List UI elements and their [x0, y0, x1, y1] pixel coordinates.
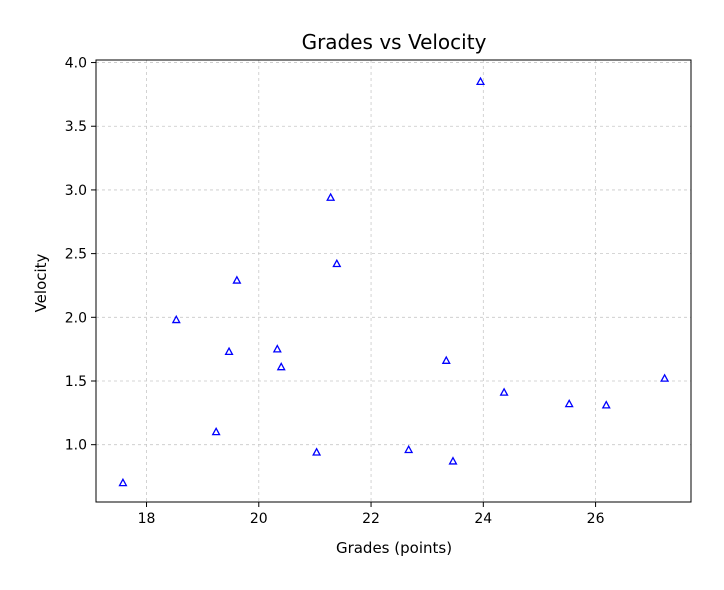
x-tick-label: 26 [587, 511, 605, 527]
y-axis-ticks: 1.0 1.5 2.0 2.5 3.0 3.5 4.0 [65, 56, 96, 454]
y-tick-label: 1.0 [65, 438, 87, 454]
data-point [499, 387, 509, 396]
data-point [601, 400, 611, 409]
x-axis-ticks: 18 20 22 24 26 [138, 502, 605, 527]
data-point [475, 76, 486, 86]
data-point [441, 355, 451, 364]
x-tick-label: 18 [138, 511, 156, 527]
data-point [326, 192, 336, 201]
grid [96, 60, 691, 502]
data-point [404, 444, 414, 454]
data-point [232, 275, 242, 284]
plot-frame [95, 59, 692, 503]
y-tick-label: 2.5 [65, 247, 87, 263]
chart-title: Grades vs Velocity [302, 30, 487, 54]
data-point [332, 258, 342, 268]
data-point [448, 456, 458, 465]
y-tick-label: 2.0 [65, 310, 87, 326]
y-axis-title: Velocity [32, 253, 50, 312]
data-point [272, 344, 282, 353]
data-point [224, 346, 234, 356]
x-tick-label: 20 [250, 511, 268, 527]
data-point [211, 426, 221, 436]
data-point [564, 398, 574, 408]
y-tick-label: 3.5 [65, 119, 87, 135]
x-axis-title: Grades (points) [336, 539, 452, 557]
x-tick-label: 22 [362, 511, 380, 527]
y-tick-label: 3.0 [65, 183, 87, 199]
y-tick-label: 4.0 [65, 56, 87, 72]
data-point [312, 447, 322, 456]
y-tick-label: 1.5 [65, 374, 87, 390]
x-tick-label: 24 [474, 511, 492, 527]
data-point [276, 362, 286, 371]
data-point [118, 477, 128, 487]
data-point [171, 314, 181, 324]
data-points [118, 76, 670, 487]
data-point [660, 373, 670, 382]
